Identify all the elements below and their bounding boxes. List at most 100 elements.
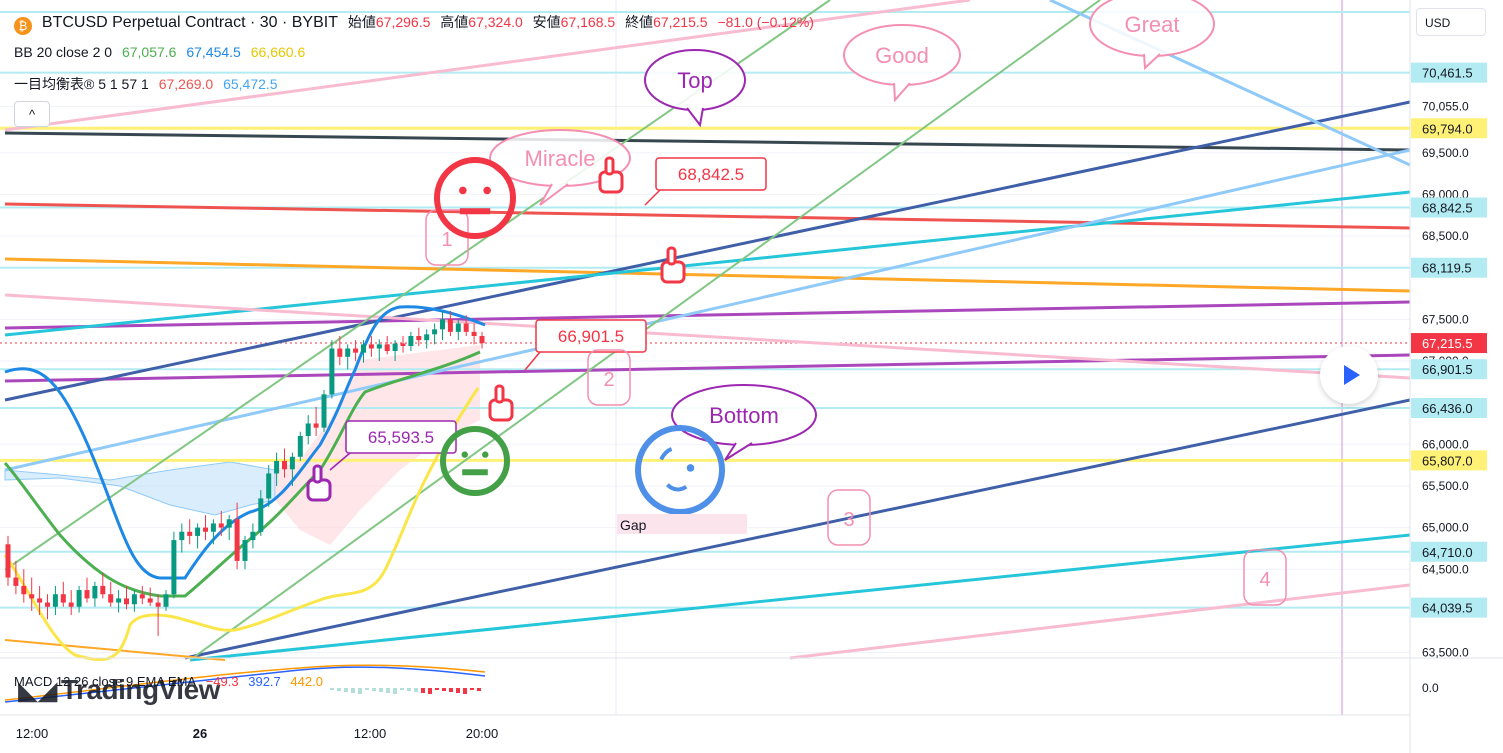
price-tag-connector-1 [524, 351, 541, 371]
macd-histogram-bar-0 [330, 688, 334, 690]
price-label-text-1: 69,794.0 [1422, 121, 1473, 136]
confused-face-blue-icon-brow [659, 447, 673, 461]
symbol-title[interactable]: BTCUSD Perpetual Contract · 30 · BYBIT [41, 14, 338, 31]
candle-body-35 [282, 460, 287, 470]
candle-body-7 [60, 594, 66, 603]
price-label-text-4: 67,215.5 [1422, 336, 1473, 351]
candle-body-38 [305, 423, 311, 436]
price-label-text-0: 70,461.5 [1422, 66, 1473, 81]
candle-body-60 [479, 336, 485, 344]
candle-body-51 [408, 336, 414, 347]
number-box-text-0: 1 [441, 229, 452, 251]
trend-line-9 [4, 148, 1411, 472]
macd-histogram-bar-14 [428, 688, 432, 694]
candle-body-56 [447, 319, 453, 332]
macd-histogram-bar-4 [358, 688, 362, 694]
price-label-box-1 [1411, 118, 1487, 139]
scroll-to-realtime-button[interactable] [1320, 346, 1378, 404]
candle-body-18 [147, 598, 153, 603]
candle-body-3 [29, 594, 35, 599]
collapse-legend-button[interactable]: ^ [14, 101, 50, 127]
number-box-0: 1 [425, 209, 469, 266]
candle-body-11 [92, 585, 98, 599]
macd-histogram-bar-2 [344, 688, 348, 692]
neutral-face-green-icon-eye-r [482, 451, 489, 458]
neutral-face-red-icon [434, 157, 516, 239]
number-box-shape-1 [587, 349, 631, 406]
candle-body-28 [226, 519, 232, 528]
annotations: 68,842.5 66,901.5 65,593.5 Top Good Great Mira… [306, 0, 1287, 606]
bubble-tail-2 [1143, 53, 1161, 71]
ichimoku-cloud-bullish [4, 461, 276, 516]
macd-legend[interactable]: MACD 12 26 close 9 EMA EMA −49.3 392.7 4… [14, 674, 329, 689]
candle-body-57 [455, 323, 461, 332]
ichimoku-legend[interactable]: 一目均衡表® 5 1 57 1 67,269.0 65,472.5 [14, 74, 284, 94]
price-label-box-0 [1411, 62, 1487, 83]
candle-body-8 [68, 602, 74, 607]
macd-histogram-bar-5 [365, 688, 369, 690]
macd-pane: 0.0 [0, 657, 1503, 703]
candle-body-53 [424, 334, 430, 341]
time-tick-label-2: 12:00 [354, 726, 387, 741]
price-tag-connector-0 [644, 189, 661, 206]
bubble-1: Good [843, 24, 961, 103]
price-tag-text-1: 66,901.5 [558, 327, 624, 346]
high-value: 67,324.0 [468, 14, 523, 30]
macd-zero-label: 0.0 [1422, 681, 1439, 695]
bb-legend[interactable]: BB 20 close 2 0 67,057.6 67,454.5 66,660… [14, 44, 311, 60]
number-box-1: 2 [587, 349, 631, 406]
neutral-face-green-icon [440, 426, 510, 496]
candle-body-26 [210, 523, 216, 532]
open-label: 始値 [347, 14, 376, 30]
trend-line-7 [4, 190, 1411, 337]
candle-body-2 [21, 585, 27, 595]
bubble-4: Bottom [671, 384, 817, 461]
bitcoin-icon: ₿ [14, 17, 32, 35]
pointing-hand-icon-1-finger [604, 156, 615, 176]
neutral-face-red-icon-eye-r [483, 186, 491, 195]
candle-body-50 [400, 343, 406, 347]
neutral-face-red-icon-ring [434, 157, 516, 239]
candle-body-17 [139, 594, 145, 599]
pointing-hand-icon-4 [306, 464, 332, 502]
confused-face-blue-icon-mouth [665, 483, 688, 492]
candle-body-58 [463, 323, 469, 332]
trend-line-5 [4, 100, 1411, 402]
gap-region [617, 514, 747, 534]
candle-body-41 [329, 348, 335, 395]
trend-line-11 [4, 293, 1411, 380]
bubble-tail-4 [724, 442, 753, 461]
number-box-text-3: 4 [1259, 569, 1270, 591]
candle-body-52 [416, 336, 422, 341]
candle-body-31 [250, 531, 256, 541]
macd-histogram-bar-7 [379, 688, 383, 692]
tradingview-watermark: ◣◢ TradingView [18, 674, 220, 706]
macd-histogram-bar-15 [435, 688, 439, 690]
candle-body-9 [76, 590, 82, 607]
price-tag-text-2: 65,593.5 [368, 428, 434, 447]
candle-body-4 [37, 598, 43, 603]
candle-body-34 [274, 460, 280, 474]
macd-histogram-bar-20 [470, 688, 474, 690]
price-axis: 70,055.069,500.069,000.068,500.067,500.0… [1409, 0, 1487, 753]
macd-histogram-bar-1 [337, 688, 341, 691]
macd-label: MACD 12 26 close 9 EMA EMA [14, 674, 197, 689]
neutral-face-green-icon-eye-l [461, 451, 468, 458]
trend-line-3 [4, 300, 1411, 330]
currency-button[interactable]: USD [1416, 8, 1486, 36]
time-tick-label-1: 26 [193, 726, 207, 741]
price-label-box-7 [1411, 450, 1487, 471]
macd-histogram-bar-18 [456, 688, 460, 693]
confused-face-blue-icon [635, 425, 725, 515]
price-tick-label-4: 67,500.0 [1422, 312, 1469, 326]
pointing-hand-icon-1 [598, 156, 624, 194]
bb-mid-value: 67,057.6 [121, 44, 177, 60]
price-label-box-3 [1411, 257, 1487, 278]
candle-body-36 [289, 456, 295, 470]
macd-histogram-bar-11 [407, 688, 411, 691]
ichimoku-value-1: 67,269.0 [158, 76, 214, 92]
trend-line-4 [4, 353, 1411, 383]
trend-line-2 [4, 257, 1411, 293]
price-tick-label-9: 64,500.0 [1422, 562, 1469, 576]
